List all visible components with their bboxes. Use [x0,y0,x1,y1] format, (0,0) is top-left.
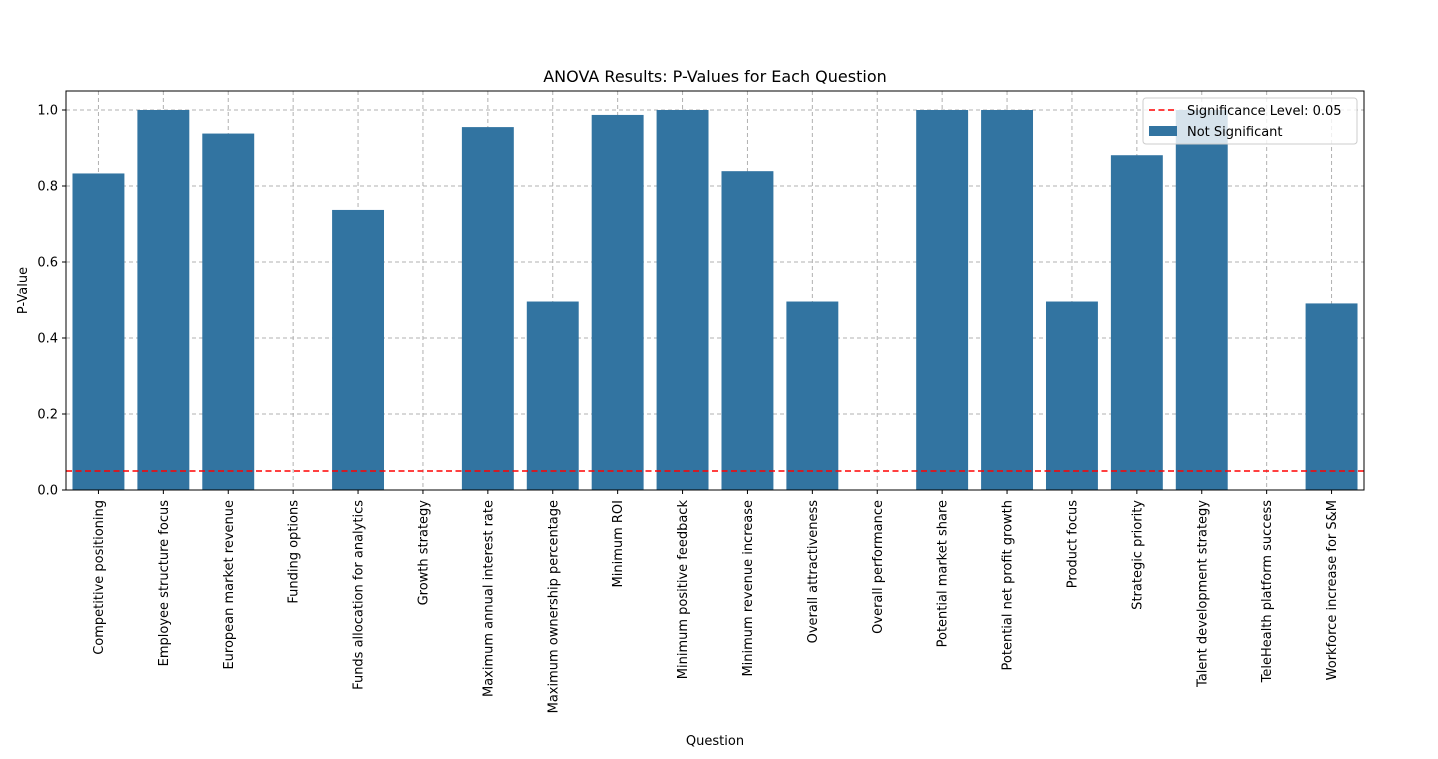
x-tick-label: Maximum ownership percentage [546,500,561,713]
y-tick-label: 0.2 [37,408,58,423]
y-axis-title: P-Value [16,267,31,314]
y-tick-label: 0.6 [37,256,58,271]
x-tick-label: Potential market share [936,500,951,647]
x-tick-label: Minimum positive feedback [676,500,691,680]
bar [981,110,1034,490]
x-tick-label: Competitive positioning [92,500,107,655]
bar [137,110,190,490]
x-tick-label: Overall performance [871,500,886,634]
bar [721,171,774,490]
bar [1045,301,1098,490]
x-tick-label: Strategic priority [1130,500,1145,610]
x-axis: Competitive positioning Employee structur… [92,490,1340,713]
bar [591,114,644,490]
x-tick-label: Employee structure focus [157,500,172,667]
bar [1305,303,1358,490]
grid [66,91,1364,491]
x-tick-label: TeleHealth platform success [1260,500,1275,684]
bar [656,110,709,490]
bar [786,301,839,490]
y-axis: 0.0 0.2 0.4 0.6 0.8 1.0 [37,104,66,499]
bar [1110,155,1163,490]
x-axis-title: Question [686,734,744,749]
y-tick-label: 0.0 [37,484,58,499]
bar [526,301,579,490]
bars [72,110,1358,490]
legend-line-label: Significance Level: 0.05 [1187,104,1342,119]
x-tick-label: Minimum ROI [611,500,626,587]
y-tick-label: 0.8 [37,180,58,195]
y-tick-label: 1.0 [37,104,58,119]
y-tick-label: 0.4 [37,332,58,347]
legend-bar-swatch [1149,126,1177,136]
x-tick-label: Potential net profit growth [1001,500,1016,670]
bar [1175,110,1228,490]
legend: Significance Level: 0.05 Not Significant [1142,97,1358,145]
legend-box [1142,97,1358,145]
x-tick-label: Workforce increase for S&M [1325,500,1340,680]
x-tick-label: Growth strategy [416,500,431,606]
x-tick-label: Minimum revenue increase [741,500,756,677]
plot-frame [65,90,1365,491]
bar [916,110,969,490]
chart-title: ANOVA Results: P-Values for Each Questio… [543,67,887,86]
bar [202,133,255,490]
x-tick-label: Maximum annual interest rate [481,500,496,697]
x-tick-label: Funds allocation for analytics [352,500,367,690]
bar [332,209,385,490]
x-tick-label: Talent development strategy [1195,500,1210,688]
x-tick-label: Product focus [1065,500,1080,588]
x-tick-label: European market revenue [222,500,237,670]
x-tick-label: Funding options [287,500,302,604]
bar [72,173,125,490]
x-tick-label: Overall attractiveness [806,500,821,644]
legend-bar-label: Not Significant [1187,125,1283,140]
bar [461,127,514,490]
